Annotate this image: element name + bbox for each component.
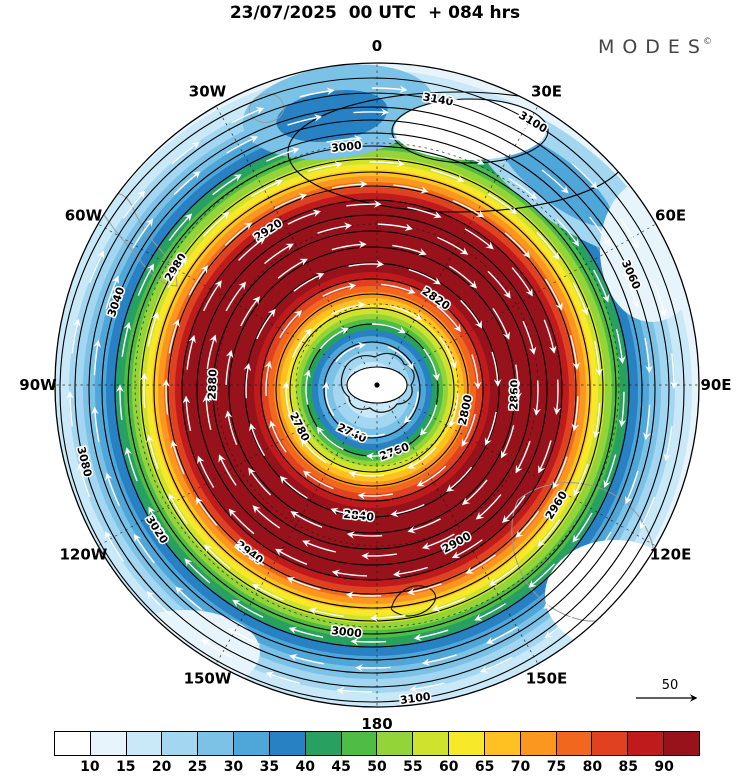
coastline-south-america (99, 192, 178, 287)
longitude-label: 60E (655, 207, 686, 225)
colorbar-cell (628, 732, 665, 755)
colorbar-tick-label: 85 (618, 759, 638, 775)
colorbar-tick-label: 70 (510, 759, 531, 775)
contour-label: 3000 (331, 624, 363, 640)
colorbar-cell (592, 732, 629, 755)
colorbar-tick-label: 30 (223, 759, 244, 775)
colorbar-tick-label: 10 (80, 759, 100, 775)
colorbar-tick-label: 15 (116, 759, 136, 775)
contour-label: 3120 (577, 102, 610, 130)
map-rim (54, 62, 700, 708)
colorbar-tick-labels: 10 15 20 25 30 35 40 45 50 55 60 65 70 75 80 85 90 (54, 759, 700, 777)
colorbar-cell (126, 732, 163, 755)
contour-layer (59, 77, 685, 703)
colorbar-tick-label: 45 (331, 759, 351, 775)
colorbar-tick-label: 90 (654, 759, 674, 775)
coastline-tasmania (585, 659, 604, 676)
coastline-africa (248, 93, 285, 124)
colorbar-cell (556, 732, 593, 755)
map-layers: 2740276027802800282028402860288029002920… (55, 63, 699, 707)
colorbar-cell (198, 732, 235, 755)
longitude-label: 30E (531, 82, 562, 100)
contour-label: 2860 (507, 379, 521, 410)
pole-dot (374, 382, 380, 388)
contour-label: 3100 (399, 690, 431, 707)
pole-marker (346, 366, 408, 404)
modes-logo: MODES© (598, 36, 712, 58)
reference-arrow: 50 (632, 678, 716, 712)
contour-label: 2880 (206, 369, 220, 400)
colorbar-cell (234, 732, 270, 755)
colorbar-cell (484, 732, 521, 755)
colorbar-tick-label: 80 (582, 759, 603, 775)
longitude-label: 90E (700, 376, 731, 394)
longitude-label: 60W (65, 207, 103, 225)
reference-arrow-label: 50 (662, 678, 679, 693)
longitude-label: 0 (372, 37, 382, 55)
colorbar-tick-label: 25 (187, 759, 208, 775)
coastline-new-zealand (390, 585, 437, 617)
colorbar-cell (377, 732, 414, 755)
longitude-label: 180 (361, 715, 392, 733)
longitude-label: 120W (59, 546, 107, 564)
colorbar-cell (90, 732, 127, 755)
longitude-label: 150E (526, 670, 568, 688)
modes-logo-text: MODES (597, 36, 708, 58)
chart-title: 23/07/2025 00 UTC + 084 hrs (229, 3, 521, 23)
colorbar (54, 731, 700, 756)
colorbar-tick-label: 35 (259, 759, 280, 775)
colorbar-cell (664, 732, 699, 755)
colorbar-cell (449, 732, 485, 755)
colorbar-cell (520, 732, 557, 755)
colorbar-cell (341, 732, 378, 755)
streamline-layer (66, 85, 678, 695)
longitude-label-layer: 0 30E 60E 90E 120E 150E 180 150W 120W 90W 60W 30W (19, 37, 731, 733)
longitude-label: 120E (650, 546, 692, 564)
colorbar-tick-label: 60 (439, 759, 459, 775)
colorbar-tick-label: 50 (367, 759, 387, 775)
colorbar-cell (413, 732, 450, 755)
colorbar-tick-label: 20 (151, 759, 172, 775)
colorbar-cell (162, 732, 199, 755)
coastline-antarctica (340, 352, 415, 413)
colorbar-tick-label: 40 (295, 759, 315, 775)
modes-logo-copyright: © (703, 37, 712, 47)
colorbar-tick-label: 65 (474, 759, 495, 775)
colorbar-tick-label: 75 (546, 759, 567, 775)
longitude-label: 90W (19, 376, 57, 394)
longitude-label: 150W (184, 670, 232, 688)
colorbar-cell (55, 732, 91, 755)
longitude-label: 30W (189, 82, 227, 100)
reference-arrow-svg: 50 (636, 678, 698, 702)
colorbar-tick-label: 55 (403, 759, 423, 775)
colorbar-cell (305, 732, 342, 755)
colorbar-cell (269, 732, 306, 755)
